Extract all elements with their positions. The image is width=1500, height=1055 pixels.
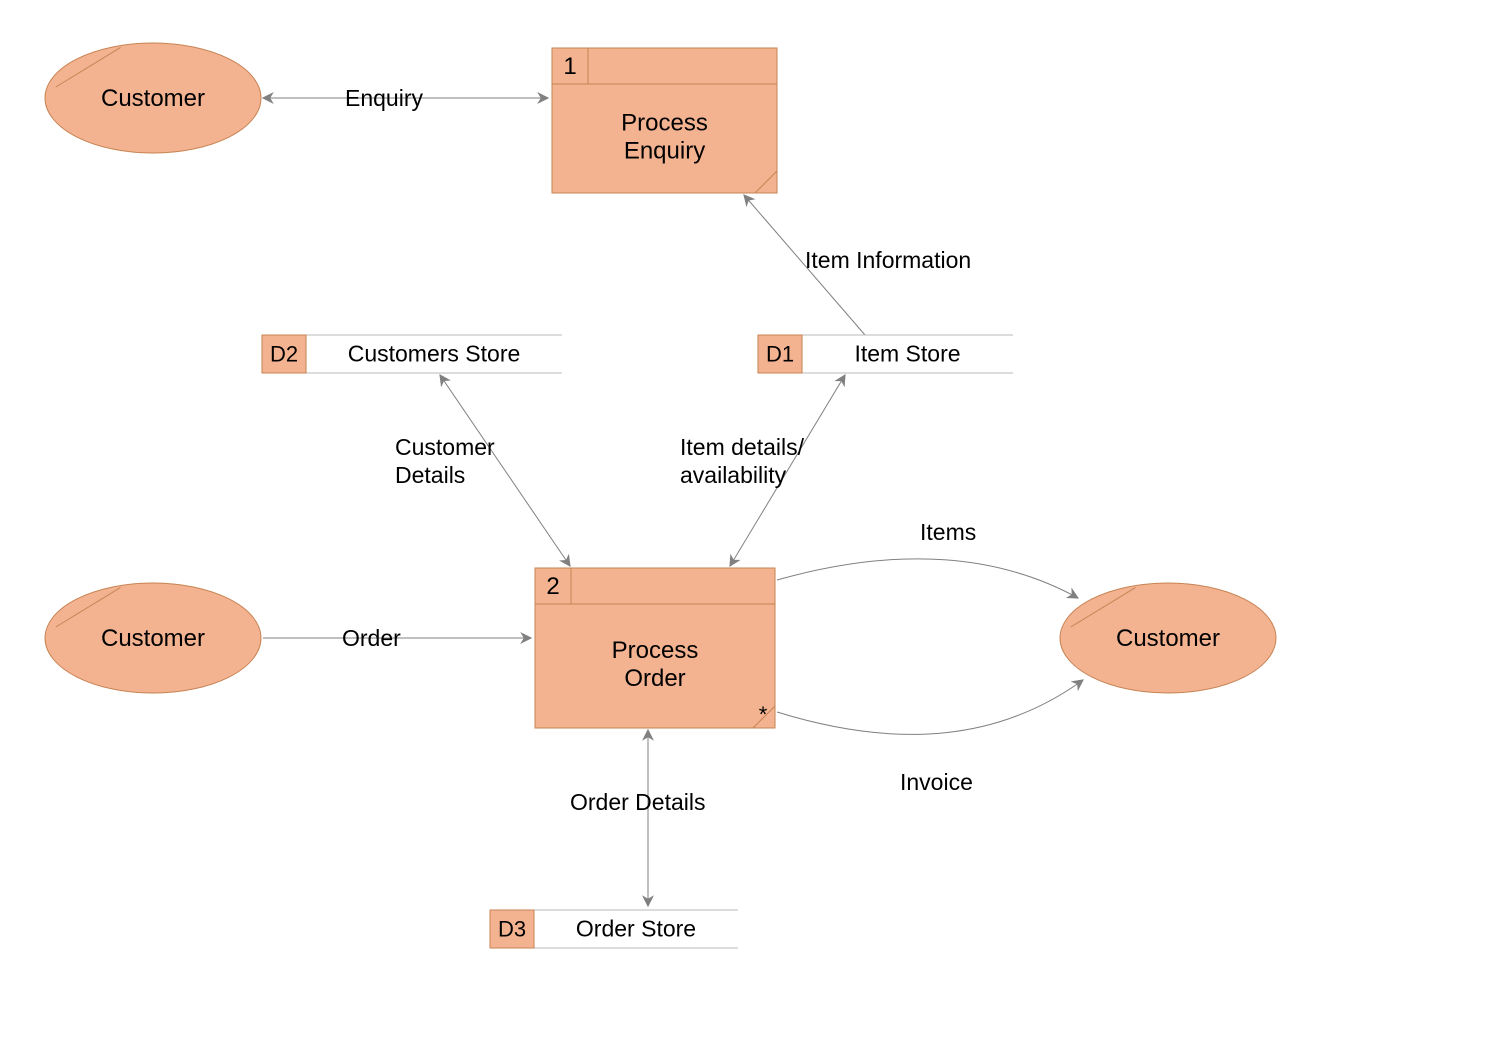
flow-label-e_enquiry: Enquiry	[345, 85, 423, 111]
flow-label-e_invoice: Invoice	[900, 769, 973, 795]
datastore-d3: D3 Order Store	[490, 910, 738, 948]
entity-cust1: Customer	[45, 43, 261, 153]
flow-label-e_orderdetails: Order Details	[570, 789, 705, 815]
flow-e_invoice	[777, 680, 1083, 734]
datastore-d1: D1 Item Store	[758, 335, 1013, 373]
process-title: ProcessEnquiry	[621, 110, 708, 165]
flow-label-e_itemdetails: Item details/availability	[680, 434, 805, 488]
process-title: ProcessOrder	[612, 637, 699, 692]
datastore-label: Order Store	[576, 916, 696, 942]
datastore-label: Item Store	[854, 341, 960, 367]
datastore-tag: D2	[270, 342, 298, 367]
datastore-tag: D1	[766, 342, 794, 367]
flow-label-e_custdetails: CustomerDetails	[395, 434, 495, 488]
entity-label: Customer	[101, 625, 205, 652]
process-number: 2	[546, 573, 559, 600]
entity-label: Customer	[101, 85, 205, 112]
flow-label-e_iteminfo: Item Information	[805, 247, 971, 273]
datastore-tag: D3	[498, 917, 526, 942]
process-number: 1	[563, 53, 576, 80]
flow-label-e_items: Items	[920, 519, 976, 545]
entity-label: Customer	[1116, 625, 1220, 652]
entity-cust3: Customer	[1060, 583, 1276, 693]
process-asterisk: *	[759, 702, 768, 727]
flow-label-e_order: Order	[342, 625, 401, 651]
processes-layer: 1 ProcessEnquiry 2 ProcessOrder *	[535, 48, 777, 728]
edges-layer: Enquiry Item Information CustomerDetails It…	[263, 85, 1083, 906]
entity-cust2: Customer	[45, 583, 261, 693]
process-p2: 2 ProcessOrder *	[535, 568, 775, 728]
datastore-d2: D2 Customers Store	[262, 335, 562, 373]
flow-e_items	[777, 559, 1078, 598]
process-p1: 1 ProcessEnquiry	[552, 48, 777, 193]
datastore-label: Customers Store	[348, 341, 521, 367]
